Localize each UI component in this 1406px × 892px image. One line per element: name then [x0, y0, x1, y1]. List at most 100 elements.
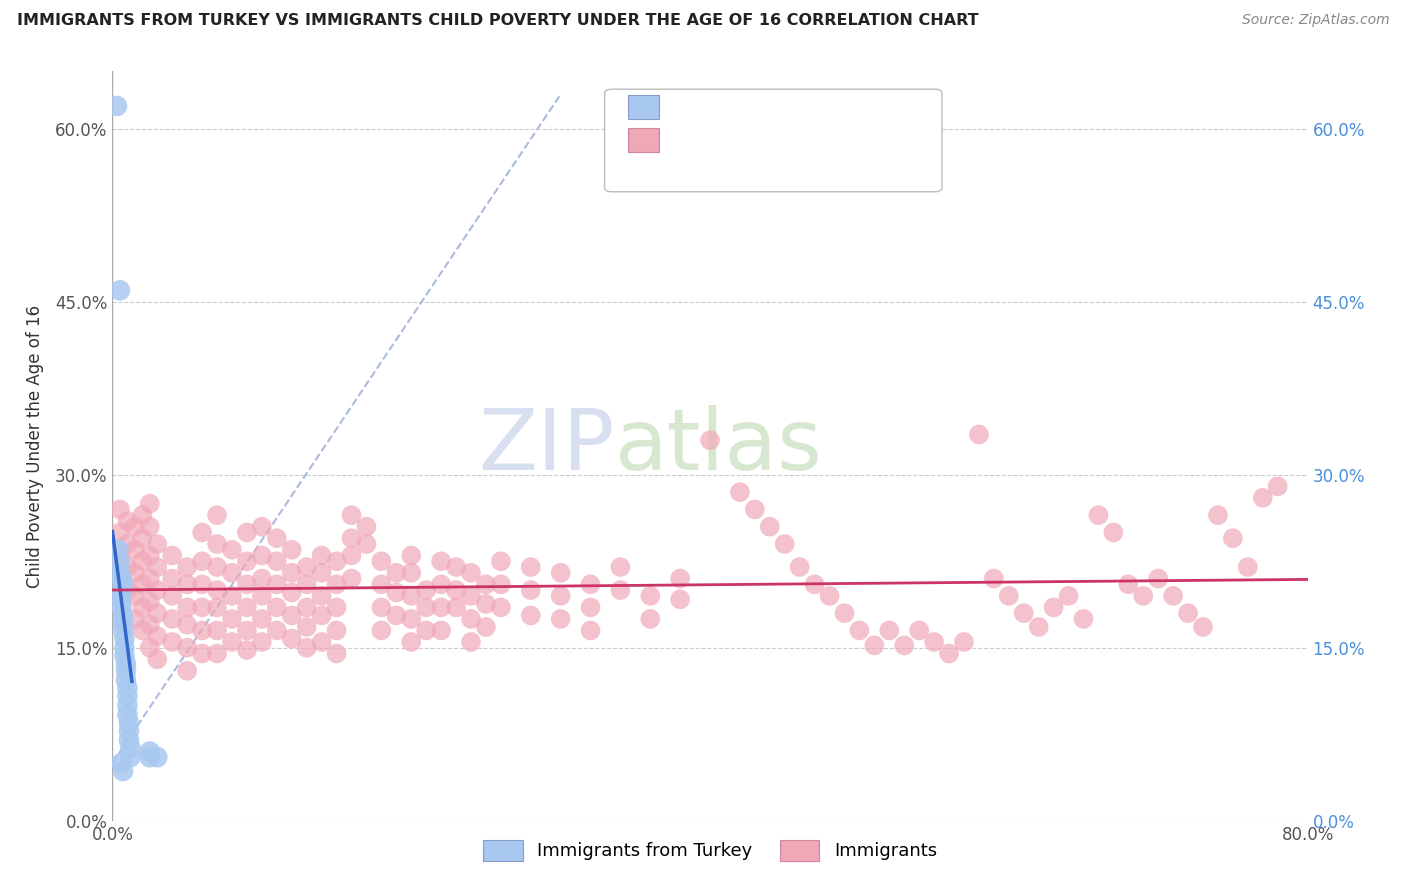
- Point: [489, 577, 512, 591]
- Point: [107, 542, 129, 557]
- Point: [295, 560, 318, 574]
- Point: [120, 741, 142, 756]
- Point: [579, 577, 602, 591]
- Point: [281, 566, 304, 580]
- Point: [460, 566, 482, 580]
- Point: [295, 577, 318, 591]
- Point: [550, 612, 572, 626]
- Point: [124, 566, 146, 580]
- Point: [1087, 508, 1109, 523]
- Point: [640, 612, 662, 626]
- Point: [205, 624, 228, 638]
- Point: [340, 572, 363, 586]
- Point: [415, 624, 437, 638]
- Point: [117, 681, 139, 695]
- Point: [460, 612, 482, 626]
- Point: [131, 554, 153, 568]
- Point: [1132, 589, 1154, 603]
- Point: [236, 643, 259, 657]
- Point: [162, 589, 183, 603]
- Point: [699, 434, 721, 448]
- Point: [356, 537, 378, 551]
- Point: [191, 624, 214, 638]
- Text: Source: ZipAtlas.com: Source: ZipAtlas.com: [1241, 13, 1389, 28]
- Point: [117, 698, 139, 713]
- Point: [266, 624, 288, 638]
- Point: [401, 612, 423, 626]
- Point: [759, 519, 782, 533]
- Point: [117, 560, 139, 574]
- Point: [609, 583, 631, 598]
- Point: [311, 608, 333, 623]
- Point: [221, 612, 243, 626]
- Point: [744, 502, 766, 516]
- Point: [105, 99, 128, 113]
- Point: [1102, 525, 1125, 540]
- Point: [205, 537, 228, 551]
- Point: [118, 723, 141, 738]
- Point: [430, 577, 453, 591]
- Point: [236, 577, 259, 591]
- Point: [1073, 612, 1095, 626]
- Point: [124, 519, 146, 533]
- Point: [205, 583, 228, 598]
- Point: [444, 583, 467, 598]
- Point: [110, 585, 132, 599]
- Point: [669, 572, 692, 586]
- Point: [1161, 589, 1184, 603]
- Point: [131, 577, 153, 591]
- Point: [489, 600, 512, 615]
- Point: [1042, 600, 1064, 615]
- Point: [803, 577, 825, 591]
- Point: [1222, 531, 1244, 545]
- Point: [475, 597, 498, 611]
- Point: [266, 600, 288, 615]
- Point: [176, 577, 198, 591]
- Point: [146, 629, 169, 643]
- Point: [114, 632, 135, 646]
- Point: [444, 600, 467, 615]
- Point: [325, 577, 347, 591]
- Point: [1057, 589, 1080, 603]
- Point: [108, 502, 131, 516]
- Point: [1012, 606, 1035, 620]
- Point: [115, 664, 138, 678]
- Point: [124, 612, 146, 626]
- Point: [1147, 572, 1170, 586]
- Point: [520, 608, 543, 623]
- Point: [311, 589, 333, 603]
- Point: [162, 635, 183, 649]
- Point: [117, 583, 139, 598]
- Point: [460, 589, 482, 603]
- Point: [250, 612, 273, 626]
- Point: [863, 639, 886, 653]
- Point: [205, 600, 228, 615]
- Point: [146, 560, 169, 574]
- Point: [117, 707, 139, 722]
- Point: [370, 624, 392, 638]
- Point: [879, 624, 901, 638]
- Point: [139, 519, 162, 533]
- Point: [111, 764, 134, 778]
- Point: [139, 617, 162, 632]
- Point: [1028, 620, 1050, 634]
- Point: [191, 525, 214, 540]
- Point: [1267, 479, 1289, 493]
- Point: [579, 600, 602, 615]
- Point: [162, 612, 183, 626]
- Point: [489, 554, 512, 568]
- Point: [953, 635, 976, 649]
- Point: [236, 525, 259, 540]
- Point: [205, 508, 228, 523]
- Point: [124, 589, 146, 603]
- Point: [1206, 508, 1229, 523]
- Point: [370, 554, 392, 568]
- Point: [401, 635, 423, 649]
- Point: [266, 554, 288, 568]
- Point: [550, 589, 572, 603]
- Point: [281, 585, 304, 599]
- Point: [834, 606, 856, 620]
- Point: [146, 537, 169, 551]
- Point: [1118, 577, 1140, 591]
- Point: [176, 560, 198, 574]
